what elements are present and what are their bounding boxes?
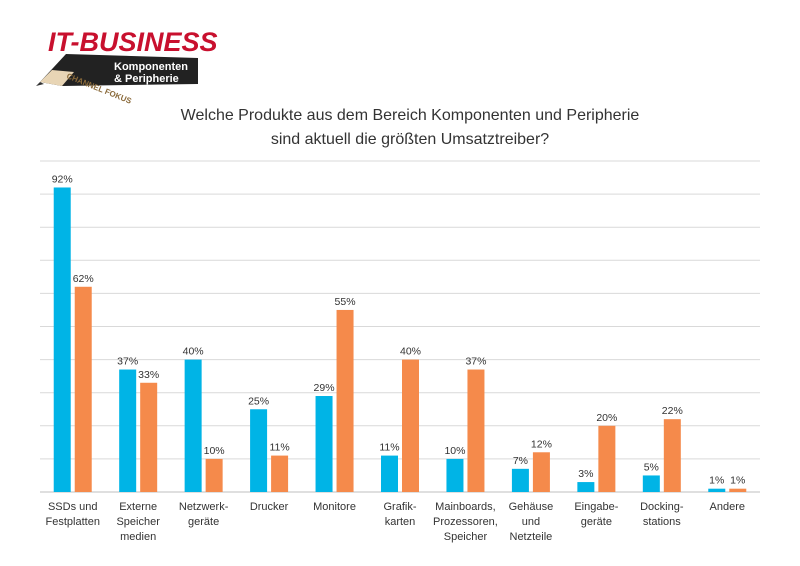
bar-blue bbox=[708, 488, 726, 492]
data-label: 1% bbox=[730, 475, 745, 487]
bar-orange bbox=[663, 419, 681, 492]
category-label: geräte bbox=[188, 516, 219, 528]
chart-title-line-1: Welche Produkte aus dem Bereich Komponen… bbox=[180, 107, 640, 124]
data-label: 11% bbox=[379, 442, 399, 454]
bar-blue bbox=[642, 475, 660, 492]
data-label: 1% bbox=[709, 475, 724, 487]
it-business-logo: IT-BUSINESS CHANNEL FOKUS Komponenten & … bbox=[22, 26, 218, 106]
data-label: 3% bbox=[578, 468, 593, 480]
data-label: 25% bbox=[248, 395, 269, 407]
data-label: 20% bbox=[596, 412, 617, 424]
chart-title-line-2: sind aktuell die größten Umsatztreiber? bbox=[270, 131, 550, 148]
data-label: 55% bbox=[335, 296, 356, 308]
category-label: geräte bbox=[581, 516, 612, 528]
category-label: Drucker bbox=[250, 501, 289, 513]
bar-blue bbox=[381, 455, 398, 492]
category-label: medien bbox=[120, 531, 156, 543]
category-label: Festplatten bbox=[46, 516, 100, 528]
category-label: Netzwerk- bbox=[179, 501, 229, 513]
data-label: 33% bbox=[138, 369, 159, 381]
data-label: 10% bbox=[444, 445, 465, 457]
category-label: Grafik- bbox=[384, 501, 417, 513]
logo-topic-line-2: & Peripherie bbox=[114, 73, 179, 85]
bar-orange bbox=[205, 458, 223, 492]
bar-blue bbox=[511, 468, 529, 492]
bar-blue bbox=[119, 369, 137, 492]
data-label: 11% bbox=[269, 442, 289, 454]
data-label: 62% bbox=[73, 273, 94, 285]
logo-pencil-shape bbox=[36, 54, 198, 86]
data-label: 7% bbox=[513, 455, 528, 467]
data-label: 29% bbox=[314, 382, 335, 394]
category-label: Mainboards, bbox=[435, 501, 496, 513]
logo-topic-line-1: Komponenten bbox=[114, 61, 188, 73]
data-label: 37% bbox=[465, 356, 486, 368]
data-label: 22% bbox=[662, 405, 683, 417]
bar-blue bbox=[446, 458, 464, 492]
category-label: Speicher bbox=[444, 531, 488, 543]
data-label: 5% bbox=[644, 461, 659, 473]
bar-orange bbox=[140, 382, 158, 492]
data-label: 40% bbox=[183, 346, 204, 358]
bar-orange bbox=[74, 286, 92, 492]
logo-brand-text: IT-BUSINESS bbox=[48, 27, 218, 57]
bar-orange bbox=[598, 425, 616, 492]
bar-blue bbox=[184, 359, 202, 492]
bar-orange bbox=[271, 455, 289, 492]
bar-orange bbox=[729, 488, 747, 492]
category-label: karten bbox=[385, 516, 416, 528]
data-label: 12% bbox=[531, 438, 552, 450]
category-label: Monitore bbox=[313, 501, 356, 513]
category-label: Gehäuse bbox=[509, 501, 554, 513]
bar-orange bbox=[467, 369, 485, 492]
category-label: stations bbox=[643, 516, 681, 528]
bar-orange bbox=[336, 309, 354, 492]
category-label: Speicher bbox=[116, 516, 160, 528]
data-label: 37% bbox=[117, 356, 138, 368]
category-label: Prozessoren, bbox=[433, 516, 498, 528]
category-label: Netzteile bbox=[510, 531, 553, 543]
data-label: 40% bbox=[400, 346, 421, 358]
bar-orange bbox=[402, 359, 419, 492]
category-label: SSDs und bbox=[48, 501, 98, 513]
data-label: 10% bbox=[204, 445, 225, 457]
category-label: Externe bbox=[119, 501, 157, 513]
category-label: Eingabe- bbox=[574, 501, 618, 513]
bar-blue bbox=[53, 187, 71, 493]
bar-orange bbox=[532, 452, 550, 492]
bar-blue bbox=[577, 482, 595, 492]
category-label: und bbox=[522, 516, 540, 528]
category-label: Andere bbox=[710, 501, 745, 513]
bar-blue bbox=[315, 396, 333, 492]
bar-blue bbox=[250, 409, 268, 492]
category-label: Docking- bbox=[640, 501, 684, 513]
data-label: 92% bbox=[52, 173, 73, 185]
